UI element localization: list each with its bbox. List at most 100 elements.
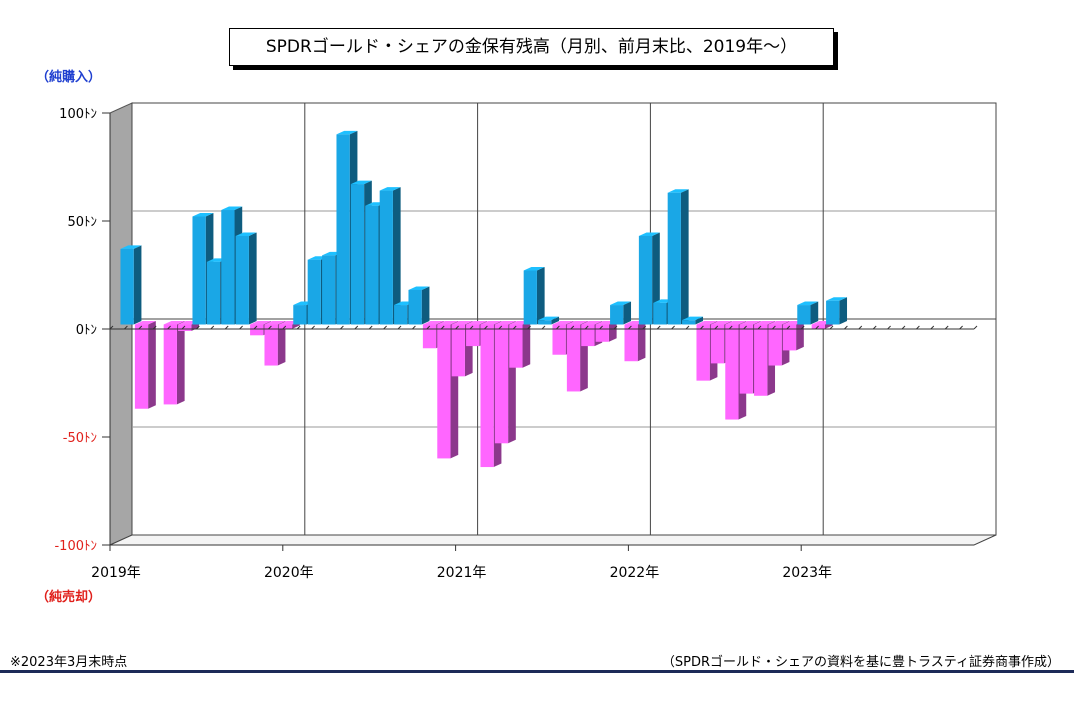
month-tick — [728, 325, 733, 330]
bar — [826, 300, 840, 325]
bar — [566, 324, 581, 392]
month-tick — [887, 325, 891, 330]
month-tick — [196, 325, 200, 330]
month-tick — [844, 325, 848, 330]
month-tick — [671, 325, 675, 330]
bar-side — [623, 301, 632, 325]
bar-top — [696, 321, 718, 325]
month-tick — [815, 325, 819, 330]
bar-top — [235, 232, 257, 236]
x-tick-label: 2023年 — [782, 565, 832, 581]
bar — [264, 324, 278, 366]
month-tick — [685, 325, 690, 330]
bar-side — [839, 297, 848, 325]
month-tick — [800, 325, 805, 330]
month-tick — [628, 325, 632, 330]
x-tick-label: 2021年 — [437, 565, 487, 581]
bar-side — [796, 321, 804, 351]
bar-side — [695, 316, 704, 325]
month-tick — [930, 325, 935, 330]
month-tick — [354, 325, 359, 330]
bar — [710, 324, 725, 364]
month-tick — [772, 325, 776, 330]
bar — [250, 324, 264, 336]
bar — [408, 289, 422, 325]
bar-top — [739, 321, 761, 325]
bar-side — [133, 245, 142, 325]
bar — [466, 324, 480, 347]
bar — [797, 305, 811, 325]
month-tick — [181, 325, 186, 330]
y-tick-label: 0ﾄﾝ — [76, 323, 97, 338]
month-tick — [282, 325, 287, 330]
bar — [379, 190, 393, 325]
bar — [610, 305, 624, 325]
month-tick — [656, 325, 661, 330]
bar — [754, 324, 768, 396]
bar-side — [421, 286, 430, 325]
bar-top — [192, 213, 214, 217]
bar-top — [466, 321, 488, 325]
bar — [322, 255, 336, 325]
bar-top — [610, 301, 632, 306]
month-tick — [786, 325, 791, 330]
x-tick-label: 2020年 — [264, 565, 314, 581]
bar-top — [538, 316, 560, 321]
bar-side — [637, 321, 646, 362]
month-tick — [311, 325, 315, 330]
bar-top — [408, 286, 430, 290]
bar-top — [566, 321, 588, 325]
month-tick — [484, 325, 488, 330]
month-tick — [138, 325, 143, 330]
bar — [394, 305, 408, 325]
month-tick — [613, 325, 618, 330]
bar-side — [810, 301, 819, 325]
bar-top — [523, 267, 545, 271]
bar — [624, 324, 638, 362]
footer-rule — [0, 670, 1074, 673]
bar-top — [667, 189, 689, 193]
bar-top — [134, 321, 156, 325]
month-tick — [210, 325, 215, 330]
bar — [538, 320, 552, 325]
month-tick — [901, 325, 906, 330]
floor — [109, 534, 997, 546]
month-tick — [512, 325, 517, 330]
month-tick — [440, 325, 445, 330]
month-tick — [959, 325, 963, 330]
bar-top — [552, 321, 574, 325]
bar-top — [437, 321, 459, 325]
bar — [667, 192, 681, 325]
month-tick — [296, 325, 301, 330]
month-tick — [368, 325, 373, 330]
month-tick — [527, 325, 531, 330]
bar-side — [248, 232, 257, 325]
bar-top — [250, 321, 272, 325]
month-tick — [455, 325, 459, 330]
as-of-note: ※2023年3月末時点 — [10, 655, 128, 670]
x-tick-label: 2019年 — [91, 565, 141, 581]
bar — [336, 134, 350, 325]
bar — [725, 324, 739, 420]
bar-top — [581, 321, 603, 325]
month-tick — [944, 325, 949, 330]
month-tick — [383, 325, 387, 330]
month-tick — [700, 325, 704, 330]
bar-side — [392, 187, 401, 325]
month-tick — [124, 325, 128, 330]
month-tick — [268, 325, 272, 330]
month-tick — [916, 325, 920, 330]
month-tick — [714, 325, 719, 330]
bar-top — [768, 321, 790, 325]
y-tick-label: 50ﾄﾝ — [67, 215, 97, 230]
month-tick — [541, 325, 546, 330]
bar — [365, 205, 379, 325]
bar-side — [608, 321, 617, 342]
bar-top — [379, 187, 401, 191]
bar-top — [350, 180, 372, 185]
bar-top — [494, 321, 516, 325]
bar-top — [682, 316, 704, 321]
month-tick — [973, 325, 978, 330]
bar-side — [680, 189, 689, 325]
